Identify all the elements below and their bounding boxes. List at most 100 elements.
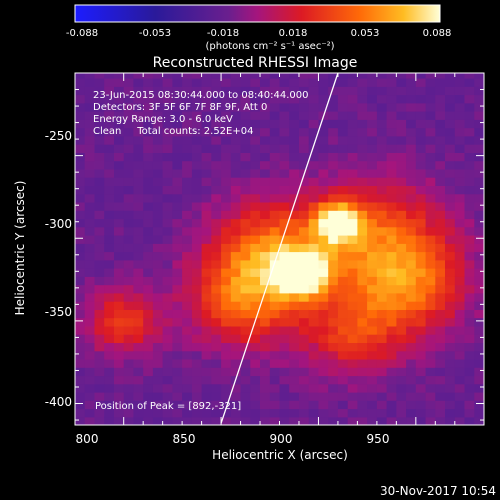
heatmap-cell [162, 375, 173, 385]
heatmap-cell [386, 375, 397, 385]
heatmap-cell [464, 342, 475, 352]
heatmap-cell [289, 218, 300, 228]
heatmap-cell [464, 144, 475, 153]
heatmap-cell [269, 226, 281, 236]
heatmap-cell [376, 309, 388, 319]
heatmap-cell [172, 226, 183, 236]
heatmap-cell [464, 210, 475, 220]
heatmap-cell [337, 201, 349, 211]
heatmap-cell [435, 251, 446, 261]
heatmap-cell [406, 144, 417, 153]
heatmap-cell [445, 334, 456, 343]
heatmap-cell [114, 193, 125, 203]
heatmap-cell [191, 119, 203, 129]
heatmap-cell [250, 226, 261, 236]
heatmap-cell [357, 127, 368, 137]
heatmap-cell [84, 268, 95, 277]
heatmap-cell [357, 408, 368, 418]
heatmap-cell [240, 383, 251, 393]
heatmap-cell [201, 276, 212, 286]
heatmap-cell [269, 251, 281, 261]
heatmap-cell [279, 210, 290, 220]
heatmap-cell [474, 408, 484, 418]
heatmap-cell [367, 94, 378, 104]
colorbar-tick-label: 0.018 [279, 28, 308, 39]
heatmap-cell [376, 73, 388, 79]
heatmap-cell [250, 350, 261, 360]
heatmap-cell [435, 416, 446, 425]
heatmap-cell [474, 210, 484, 220]
heatmap-cell [435, 243, 446, 253]
heatmap-cell [454, 78, 466, 87]
heatmap-cell [289, 160, 300, 170]
heatmap-cell [172, 144, 183, 153]
heatmap-cell [454, 375, 466, 385]
heatmap-cell [250, 383, 261, 393]
heatmap-cell [152, 177, 164, 186]
heatmap-cell [269, 383, 281, 393]
heatmap-cell [240, 416, 251, 425]
heatmap-cell [260, 325, 271, 335]
heatmap-cell [269, 144, 281, 153]
heatmap-cell [269, 317, 281, 327]
heatmap-cell [376, 135, 388, 145]
colorbar-tick-label: -0.018 [207, 28, 239, 39]
heatmap-cell [162, 152, 173, 162]
heatmap-cell [211, 243, 222, 253]
heatmap-cell [454, 218, 466, 228]
heatmap-cell [114, 367, 125, 377]
heatmap-cell [114, 86, 125, 96]
heatmap-cell [230, 94, 242, 104]
heatmap-cell [221, 168, 232, 178]
heatmap-cell [94, 391, 105, 401]
colorbar-tick-label: -0.053 [139, 28, 171, 39]
heatmap-cell [133, 86, 144, 96]
heatmap-cell [250, 268, 261, 277]
heatmap-cell [143, 309, 154, 319]
heatmap-cell [386, 193, 397, 203]
heatmap-cell [230, 168, 242, 178]
heatmap-cell [406, 367, 417, 377]
heatmap-cell [454, 400, 466, 410]
heatmap-cell [182, 317, 193, 327]
heatmap-cell [328, 177, 339, 186]
heatmap-cell [75, 193, 86, 203]
heatmap-cell [240, 210, 251, 220]
heatmap-cell [162, 185, 173, 195]
heatmap-cell [474, 243, 484, 253]
heatmap-cell [221, 408, 232, 418]
heatmap-cell [425, 210, 436, 220]
heatmap-cell [318, 168, 329, 178]
heatmap-cell [211, 235, 222, 244]
heatmap-cell [474, 276, 484, 286]
heatmap-cell [454, 102, 466, 112]
heatmap-cell [367, 185, 378, 195]
heatmap-cell [464, 177, 475, 186]
heatmap-cell [328, 193, 339, 203]
heatmap-cell [104, 334, 115, 343]
heatmap-cell [133, 78, 144, 87]
heatmap-cell [376, 201, 388, 211]
heatmap-cell [396, 94, 407, 104]
heatmap-cell [133, 168, 144, 178]
heatmap-cell [94, 350, 105, 360]
heatmap-cell [240, 268, 251, 277]
heatmap-cell [289, 243, 300, 253]
heatmap-cell [425, 152, 436, 162]
heatmap-cell [396, 309, 407, 319]
heatmap-cell [474, 152, 484, 162]
heatmap-cell [474, 127, 484, 137]
heatmap-cell [211, 226, 222, 236]
heatmap-cell [114, 259, 125, 269]
heatmap-cell [230, 73, 242, 79]
heatmap-cell [464, 358, 475, 368]
y-tick-labels: -250 -300 -350 -400 [45, 129, 72, 409]
heatmap-cell [464, 73, 475, 79]
heatmap-cell [445, 317, 456, 327]
heatmap-cell [386, 160, 397, 170]
heatmap-cell [250, 135, 261, 145]
heatmap-cell [260, 152, 271, 162]
heatmap-cell [425, 367, 436, 377]
heatmap-cell [75, 135, 86, 145]
heatmap-cell [240, 317, 251, 327]
